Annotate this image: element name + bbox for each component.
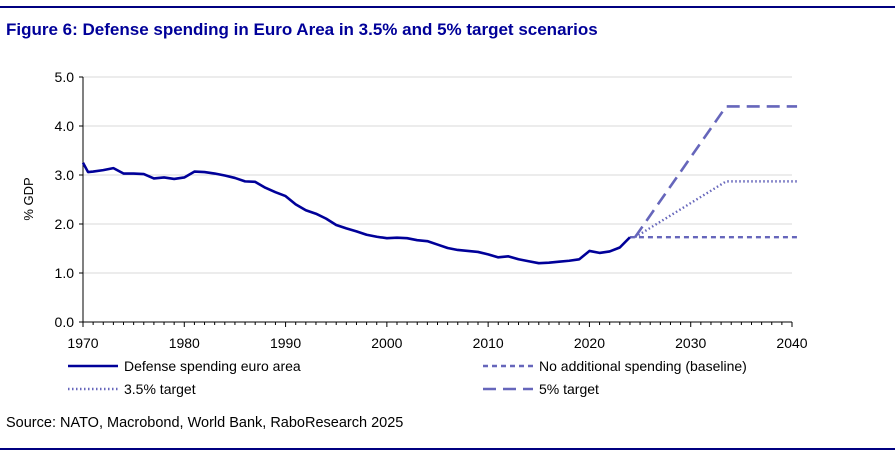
series-line-3-5-target [634, 180, 798, 239]
y-tick-label: 2.0 [55, 216, 75, 232]
x-tick-label: 1980 [169, 335, 200, 351]
legend: Defense spending euro area No additional … [68, 358, 747, 397]
legend-label-defense-spending-euro-area: Defense spending euro area [124, 358, 301, 374]
chart-title: Figure 6: Defense spending in Euro Area … [6, 20, 598, 39]
legend-label-3-5-target: 3.5% target [124, 381, 196, 397]
top-rule [0, 6, 895, 8]
y-tick-label: 3.0 [55, 167, 75, 183]
y-tick-label: 1.0 [55, 265, 75, 281]
x-tick-label: 1970 [67, 335, 98, 351]
y-axis-label: % GDP [21, 177, 36, 220]
x-tick-label: 2010 [473, 335, 504, 351]
x-tick-label: 2020 [574, 335, 605, 351]
x-tick-label: 2040 [776, 335, 807, 351]
y-tick-label: 4.0 [55, 118, 75, 134]
x-tick-label: 2000 [371, 335, 402, 351]
axes: 0.0 1.0 2.0 3.0 4.0 5.0 1970 1980 1990 2000 2010 20… [55, 69, 808, 351]
series-line-defense-spending-euro-area [81, 162, 631, 265]
grid-lines [83, 76, 792, 274]
legend-label-no-additional-spending-baseline: No additional spending (baseline) [539, 358, 747, 374]
x-tick-label: 1990 [270, 335, 301, 351]
y-tick-label: 5.0 [55, 69, 75, 85]
y-tick-label: 0.0 [55, 314, 75, 330]
chart-area: % GDP 0.0 1.0 2.0 3.0 4.0 5.0 1970 1980 1990 2000… [21, 69, 808, 397]
source-note: Source: NATO, Macrobond, World Bank, Rab… [6, 415, 404, 431]
bottom-rule [0, 448, 895, 450]
series-line-5-target [633, 105, 798, 238]
x-tick-label: 2030 [675, 335, 706, 351]
series-lines [81, 105, 798, 265]
legend-label-5-target: 5% target [539, 381, 599, 397]
